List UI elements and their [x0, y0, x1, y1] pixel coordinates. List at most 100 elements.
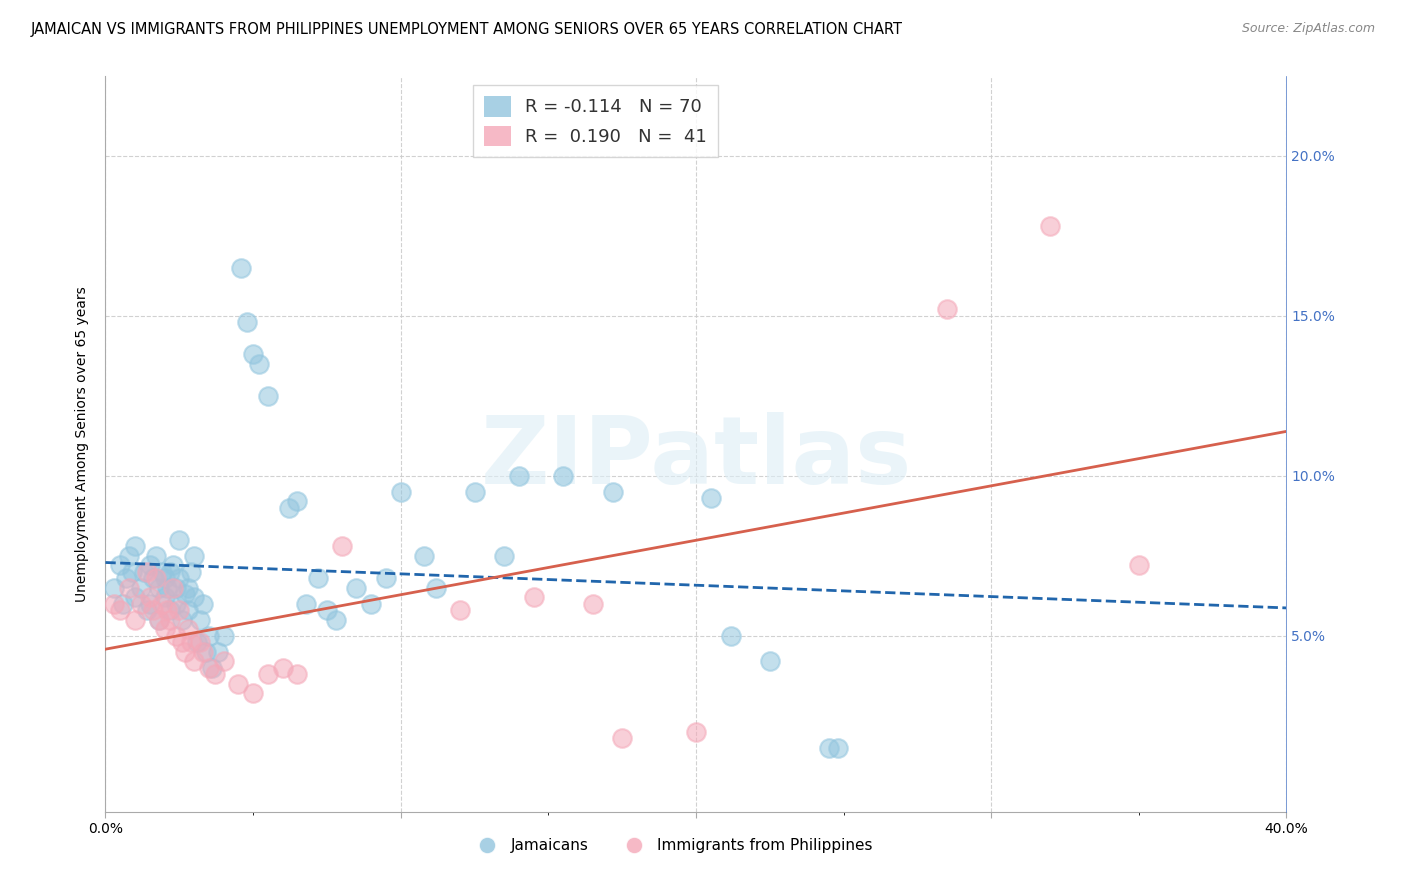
Point: [124, 539, 146, 553]
Point: [197, 629, 219, 643]
Point: [188, 613, 211, 627]
Point: [135, 603, 157, 617]
Point: [1039, 219, 1062, 234]
Point: [124, 591, 146, 605]
Y-axis label: Unemployment Among Seniors over 65 years: Unemployment Among Seniors over 65 years: [76, 286, 90, 601]
Point: [177, 581, 200, 595]
Point: [103, 581, 125, 595]
Point: [523, 591, 546, 605]
Point: [204, 667, 226, 681]
Point: [132, 565, 155, 579]
Point: [180, 635, 202, 649]
Point: [153, 591, 176, 605]
Point: [174, 587, 197, 601]
Text: Source: ZipAtlas.com: Source: ZipAtlas.com: [1241, 22, 1375, 36]
Point: [508, 468, 530, 483]
Point: [699, 491, 723, 505]
Point: [110, 603, 132, 617]
Point: [242, 347, 264, 361]
Point: [449, 603, 471, 617]
Point: [172, 613, 194, 627]
Point: [247, 357, 270, 371]
Point: [148, 581, 170, 595]
Point: [150, 597, 173, 611]
Point: [271, 661, 294, 675]
Point: [374, 571, 398, 585]
Point: [186, 635, 208, 649]
Point: [129, 597, 152, 611]
Point: [191, 645, 214, 659]
Point: [188, 635, 211, 649]
Point: [138, 558, 162, 573]
Point: [103, 597, 125, 611]
Point: [330, 539, 353, 553]
Point: [228, 677, 250, 691]
Point: [156, 603, 179, 617]
Point: [1128, 558, 1150, 573]
Point: [121, 565, 143, 579]
Point: [183, 549, 205, 563]
Point: [936, 302, 959, 317]
Point: [685, 724, 707, 739]
Point: [287, 667, 309, 681]
Point: [159, 603, 181, 617]
Text: JAMAICAN VS IMMIGRANTS FROM PHILIPPINES UNEMPLOYMENT AMONG SENIORS OVER 65 YEARS: JAMAICAN VS IMMIGRANTS FROM PHILIPPINES …: [31, 22, 903, 37]
Point: [159, 613, 181, 627]
Text: ZIPatlas: ZIPatlas: [481, 412, 911, 505]
Point: [602, 484, 624, 499]
Point: [142, 571, 165, 585]
Legend: Jamaicans, Immigrants from Philippines: Jamaicans, Immigrants from Philippines: [465, 832, 879, 859]
Point: [159, 565, 181, 579]
Point: [156, 581, 179, 595]
Point: [325, 613, 347, 627]
Point: [207, 645, 229, 659]
Point: [180, 565, 202, 579]
Point: [425, 581, 447, 595]
Point: [148, 613, 170, 627]
Point: [315, 603, 337, 617]
Point: [197, 661, 219, 675]
Point: [118, 549, 141, 563]
Point: [165, 597, 187, 611]
Point: [129, 581, 152, 595]
Point: [174, 645, 197, 659]
Point: [148, 613, 170, 627]
Point: [142, 603, 165, 617]
Point: [153, 623, 176, 637]
Point: [492, 549, 515, 563]
Point: [110, 558, 132, 573]
Point: [295, 597, 318, 611]
Point: [183, 591, 205, 605]
Point: [177, 623, 200, 637]
Point: [201, 661, 224, 675]
Point: [150, 565, 173, 579]
Point: [165, 629, 187, 643]
Point: [169, 571, 191, 585]
Point: [827, 740, 849, 755]
Point: [551, 468, 574, 483]
Point: [242, 686, 264, 700]
Point: [169, 603, 191, 617]
Point: [346, 581, 368, 595]
Point: [389, 484, 412, 499]
Point: [759, 654, 782, 668]
Point: [287, 494, 309, 508]
Point: [183, 654, 205, 668]
Point: [112, 597, 135, 611]
Point: [464, 484, 486, 499]
Point: [172, 635, 194, 649]
Point: [124, 613, 146, 627]
Point: [118, 581, 141, 595]
Point: [307, 571, 329, 585]
Point: [257, 667, 280, 681]
Point: [582, 597, 605, 611]
Point: [153, 571, 176, 585]
Point: [231, 260, 253, 275]
Point: [162, 558, 184, 573]
Point: [115, 571, 138, 585]
Point: [145, 571, 167, 585]
Point: [191, 597, 214, 611]
Point: [145, 549, 167, 563]
Point: [138, 591, 162, 605]
Point: [212, 654, 235, 668]
